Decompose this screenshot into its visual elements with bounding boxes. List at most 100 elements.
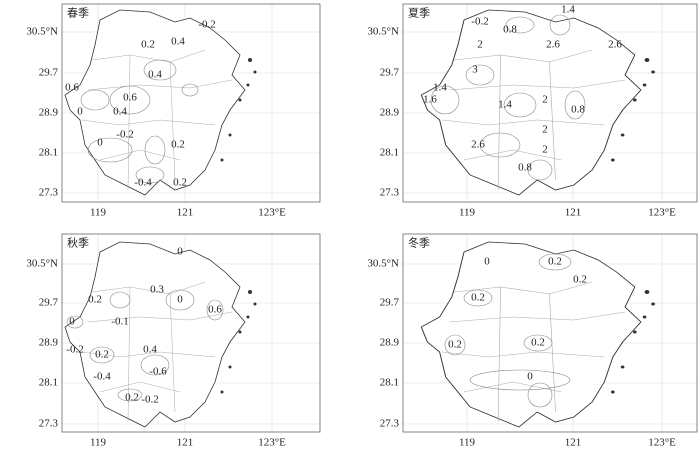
contour: [523, 334, 553, 352]
contour-label: 3: [472, 64, 478, 76]
contour-label: -0.2: [198, 19, 215, 31]
contour-label: 0.8: [518, 162, 532, 174]
province-outline: [64, 9, 257, 196]
panel-title: 秋季: [67, 236, 89, 250]
contour-label: -0.2: [141, 394, 158, 406]
y-tick-label: 28.1: [39, 147, 58, 159]
contour: [430, 85, 460, 115]
x-tick-label: 123°E: [258, 437, 286, 449]
contour: [89, 346, 115, 364]
y-tick-label: 30.5°N: [367, 258, 399, 270]
contour-label: -0.4: [134, 177, 152, 189]
panel-frame: [402, 3, 698, 203]
contour-label: 0.6: [65, 82, 79, 94]
contour: [135, 166, 165, 184]
contour-label: 0: [527, 371, 533, 383]
y-tick-label: 27.3: [39, 187, 59, 199]
contour: [140, 354, 170, 376]
contour-label: 0.2: [448, 339, 462, 351]
contour-label: 0.2: [141, 39, 155, 51]
contour-label: 2: [542, 124, 548, 136]
contour-label: 0: [77, 106, 83, 118]
contour-label: 0.2: [173, 177, 187, 189]
x-tick-label: 119: [459, 437, 476, 449]
panel-title: 春季: [67, 7, 89, 20]
contour: [66, 315, 84, 329]
contour-label: -0.4: [93, 371, 111, 383]
y-tick-label: 28.9: [380, 107, 400, 119]
x-tick-label: 121: [177, 207, 194, 219]
contour-label: 0.8: [571, 104, 585, 116]
x-tick-label: 119: [90, 207, 107, 219]
contour-label: 2: [542, 144, 548, 156]
contour-label: 0.6: [208, 304, 222, 316]
contour: [165, 289, 195, 311]
map-panel: 119 121 123°E 30.5°N 29.7 28.9 28.1 27.3 -0.2 0.4…: [26, 3, 321, 219]
contour: [444, 334, 466, 356]
y-tick-label: 28.9: [380, 337, 400, 349]
x-tick-label: 121: [565, 207, 582, 219]
contour: [479, 132, 521, 158]
y-tick-label: 27.3: [380, 187, 400, 199]
y-tick-label: 29.7: [39, 67, 59, 79]
contour-label: 0.2: [531, 337, 545, 349]
y-tick-label: 28.1: [380, 377, 399, 389]
contour: [465, 64, 495, 86]
y-tick-label: 28.9: [39, 337, 59, 349]
contour: [206, 299, 224, 321]
contour: [181, 83, 199, 97]
contour-label: 0.6: [123, 92, 137, 104]
contour-label: 0: [484, 256, 490, 268]
map-panel: 119 121 123°E 30.5°N 29.7 28.9 28.1 27.3 0 0.2 0.3…: [26, 233, 321, 449]
contour-label: 0: [97, 137, 103, 149]
contour: [80, 89, 110, 111]
province-outline: [420, 241, 656, 428]
contour-label: 0.4: [171, 36, 185, 48]
contour-label: 0.2: [548, 256, 562, 268]
panel-frame: [402, 233, 698, 433]
x-tick-label: 123°E: [648, 437, 676, 449]
contour: [527, 159, 553, 181]
contour: [109, 85, 151, 115]
contour-label: 2: [477, 39, 483, 51]
contour-label: 1.6: [423, 94, 437, 106]
contour-label: 0.2: [471, 292, 485, 304]
contour: [549, 14, 571, 36]
contour-label: 2.6: [546, 39, 560, 51]
province-outline: [64, 241, 257, 428]
y-tick-label: 29.7: [39, 297, 59, 309]
contour: [463, 289, 493, 307]
x-tick-label: 119: [90, 437, 107, 449]
y-tick-label: 28.9: [39, 107, 59, 119]
y-tick-label: 30.5°N: [26, 26, 58, 38]
contour-label: 1.4: [498, 99, 512, 111]
contour-label: -0.1: [111, 316, 128, 328]
panel-title: 夏季: [408, 7, 430, 20]
contour: [503, 92, 537, 118]
y-tick-label: 30.5°N: [367, 26, 399, 38]
y-tick-label: 27.3: [39, 418, 59, 430]
contour-label: 0.4: [143, 344, 157, 356]
contour: [527, 382, 553, 408]
contour-label: -0.2: [116, 129, 133, 141]
y-tick-label: 29.7: [380, 297, 400, 309]
contour-label: 2: [542, 94, 548, 106]
contour: [469, 369, 571, 391]
contour-label: -0.2: [471, 16, 488, 28]
contour-label: 0.2: [125, 392, 139, 404]
contour-label: -0.2: [66, 344, 83, 356]
contour-label: 0: [177, 246, 183, 258]
contour-label: 2.6: [471, 139, 485, 151]
contour-label: 0.2: [171, 139, 185, 151]
contour: [538, 253, 572, 271]
x-tick-label: 119: [459, 207, 476, 219]
y-tick-label: 28.1: [380, 147, 399, 159]
contour: [564, 90, 586, 120]
contour-label: 0: [177, 294, 183, 306]
panel-title: 冬季: [408, 236, 430, 250]
x-tick-label: 123°E: [648, 207, 676, 219]
y-tick-label: 28.1: [39, 377, 58, 389]
contour: [109, 291, 131, 309]
y-tick-label: 29.7: [380, 67, 400, 79]
